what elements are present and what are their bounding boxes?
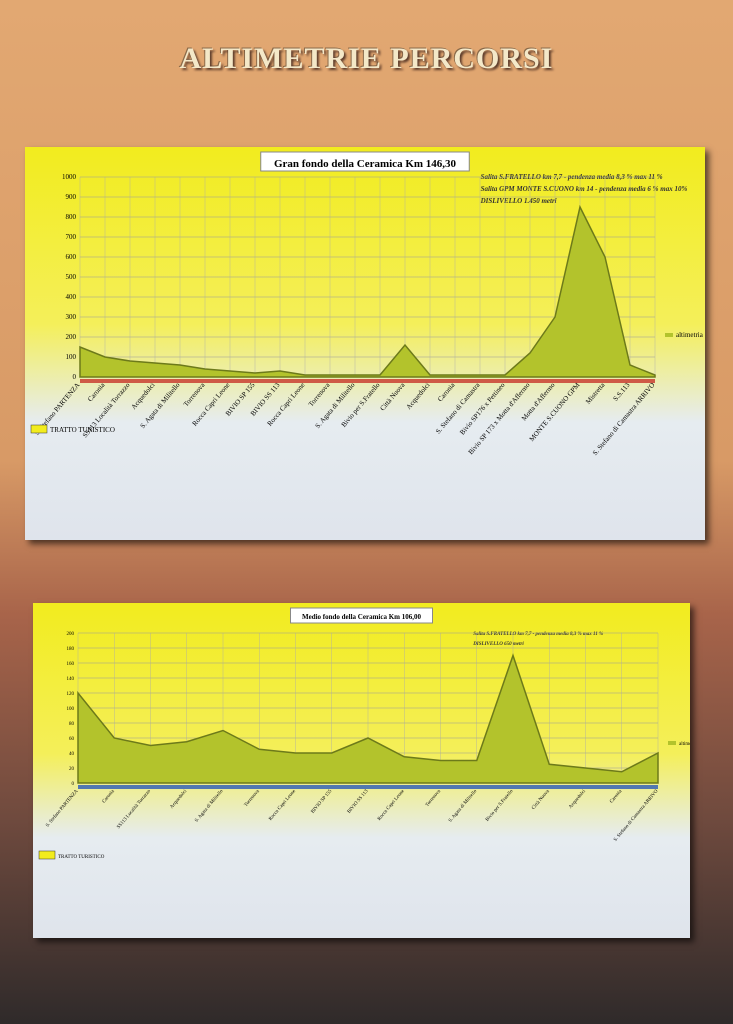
y-tick-label: 180 [67,647,75,652]
distance-band [78,785,658,789]
title-box [290,607,433,624]
legend-note-swatch [38,850,56,860]
y-tick-label: 300 [66,313,77,321]
y-tick-label: 100 [67,707,75,712]
legend-note-swatch [30,424,48,434]
chart-title: Medio fondo della Ceramica Km 106,00 [302,613,421,621]
chart-title: Gran fondo della Ceramica Km 146,30 [274,158,457,170]
y-tick-label: 400 [66,293,77,301]
y-tick-label: 0 [72,782,75,787]
title-box [260,151,470,172]
annotation: DISLIVELLO 650 metri [472,642,524,647]
legend-swatch [665,333,673,337]
chart-panel: Medio fondo della Ceramica Km 106,00 Sali… [33,603,690,938]
distance-band [80,379,655,383]
annotation: Salita S.FRATELLO km 7,7 - pendenza medi… [473,632,603,637]
y-tick-label: 100 [66,353,77,361]
altitude-area [79,204,656,378]
altitude-area [77,653,659,784]
y-tick-label: 200 [67,632,75,637]
y-tick-label: 800 [66,213,77,221]
y-tick-label: 700 [66,233,77,241]
legend-label: altimetria [679,742,690,747]
y-tick-label: 60 [69,737,75,742]
y-tick-label: 500 [66,273,77,281]
y-tick-label: 1000 [62,173,77,181]
y-tick-label: 900 [66,193,77,201]
legend-swatch [668,741,676,745]
y-tick-label: 20 [69,767,75,772]
legend-note: TRATTO TURISTICO [58,855,105,860]
chart-panel: Gran fondo della Ceramica Km 146,30 Salit… [25,147,705,540]
legend-note: TRATTO TURISTICO [50,426,115,434]
annotation: DISLIVELLO 1.450 metri [480,197,557,205]
y-tick-label: 0 [73,373,77,381]
legend-label: altimetria [676,331,704,339]
page-title: ALTIMETRIE PERCORSI [179,42,554,75]
y-tick-label: 200 [66,333,77,341]
y-tick-label: 600 [66,253,77,261]
y-tick-label: 80 [69,722,75,727]
y-tick-label: 140 [67,677,75,682]
y-tick-label: 120 [67,692,75,697]
annotation: Salita GPM MONTE S.CUONO km 14 - pendenz… [481,185,688,193]
y-tick-label: 160 [67,662,75,667]
y-tick-label: 40 [69,752,75,757]
